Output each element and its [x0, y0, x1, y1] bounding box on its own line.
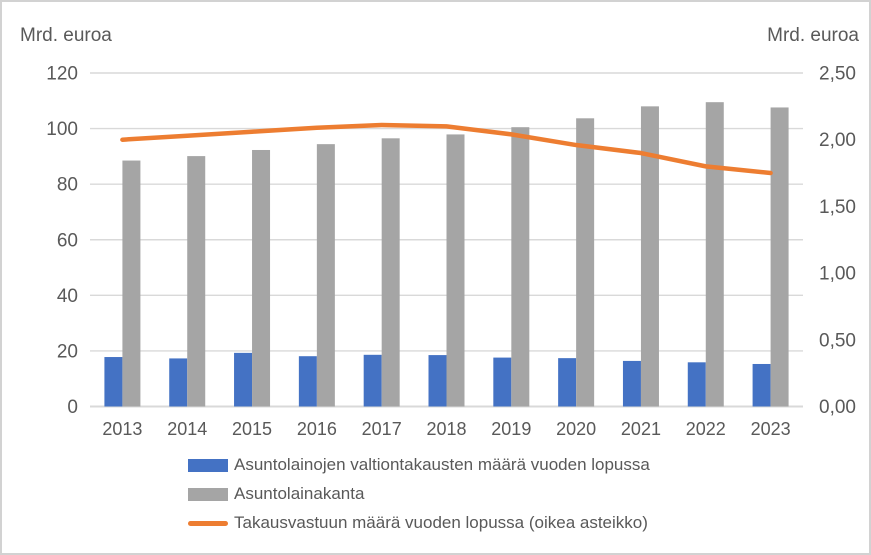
x-axis-category-label: 2021 [621, 419, 661, 439]
x-axis-category-label: 2018 [426, 419, 466, 439]
right-axis-tick-label: 0,00 [819, 397, 856, 418]
x-axis-category-label: 2022 [686, 419, 726, 439]
bar-asuntolainakanta [705, 102, 724, 407]
bar-valtiontakaukset [622, 360, 641, 407]
x-axis-category-label: 2013 [102, 419, 142, 439]
legend-swatch-orange-line [188, 520, 228, 526]
right-axis-tick-label: 2,50 [819, 64, 856, 85]
bar-valtiontakaukset [752, 363, 771, 407]
x-axis-category-label: 2015 [232, 419, 272, 439]
bar-valtiontakaukset [428, 355, 447, 407]
right-axis-tick-label: 1,00 [819, 264, 856, 285]
legend-label: Asuntolainakanta [234, 484, 365, 503]
legend-label: Asuntolainojen valtiontakausten määrä vu… [234, 455, 650, 474]
x-axis-category-label: 2014 [167, 419, 207, 439]
legend-swatch-blue-bar [188, 458, 228, 472]
right-axis-tick-label: 1,50 [819, 197, 856, 218]
legend-item-asuntolainakanta: Asuntolainakanta [188, 482, 650, 506]
bar-asuntolainakanta [122, 160, 141, 407]
bar-valtiontakaukset [558, 358, 577, 407]
x-axis-category-label: 2017 [362, 419, 402, 439]
x-axis-category-label: 2016 [297, 419, 337, 439]
x-axis-category-label: 2019 [491, 419, 531, 439]
left-axis-tick-label: 80 [57, 175, 78, 196]
left-axis-tick-label: 100 [46, 119, 78, 140]
left-axis-title: Mrd. euroa [20, 25, 112, 46]
bar-asuntolainakanta [576, 118, 595, 407]
bar-asuntolainakanta [640, 106, 659, 407]
bar-valtiontakaukset [234, 352, 253, 407]
bar-valtiontakaukset [493, 357, 512, 407]
bar-valtiontakaukset [687, 362, 706, 407]
right-axis-tick-label: 2,00 [819, 130, 856, 151]
left-axis-tick-label: 20 [57, 341, 78, 362]
bar-asuntolainakanta [316, 144, 335, 407]
bar-valtiontakaukset [298, 356, 317, 407]
bar-asuntolainakanta [252, 149, 271, 407]
left-axis-tick-label: 0 [67, 397, 78, 418]
left-axis-tick-label: 60 [57, 230, 78, 251]
right-axis-tick-label: 0,50 [819, 330, 856, 351]
legend: Asuntolainojen valtiontakausten määrä vu… [188, 453, 650, 540]
right-axis-title: Mrd. euroa [767, 25, 859, 46]
bar-asuntolainakanta [770, 107, 789, 407]
bar-asuntolainakanta [446, 134, 465, 407]
line-takausvastuu [120, 122, 773, 176]
bar-asuntolainakanta [187, 156, 206, 407]
bar-asuntolainakanta [511, 127, 530, 407]
bar-valtiontakaukset [169, 358, 188, 407]
bar-valtiontakaukset [104, 357, 123, 407]
legend-label: Takausvastuun määrä vuoden lopussa (oike… [234, 513, 648, 532]
x-axis-category-label: 2023 [751, 419, 791, 439]
legend-item-takausvastuu: Takausvastuun määrä vuoden lopussa (oike… [188, 511, 650, 535]
bar-valtiontakaukset [363, 354, 382, 407]
left-axis-tick-label: 40 [57, 286, 78, 307]
legend-item-valtiontakaukset: Asuntolainojen valtiontakausten määrä vu… [188, 453, 650, 477]
bar-asuntolainakanta [381, 138, 400, 407]
x-axis-category-label: 2020 [556, 419, 596, 439]
legend-swatch-gray-bar [188, 487, 228, 501]
left-axis-tick-label: 120 [46, 64, 78, 85]
